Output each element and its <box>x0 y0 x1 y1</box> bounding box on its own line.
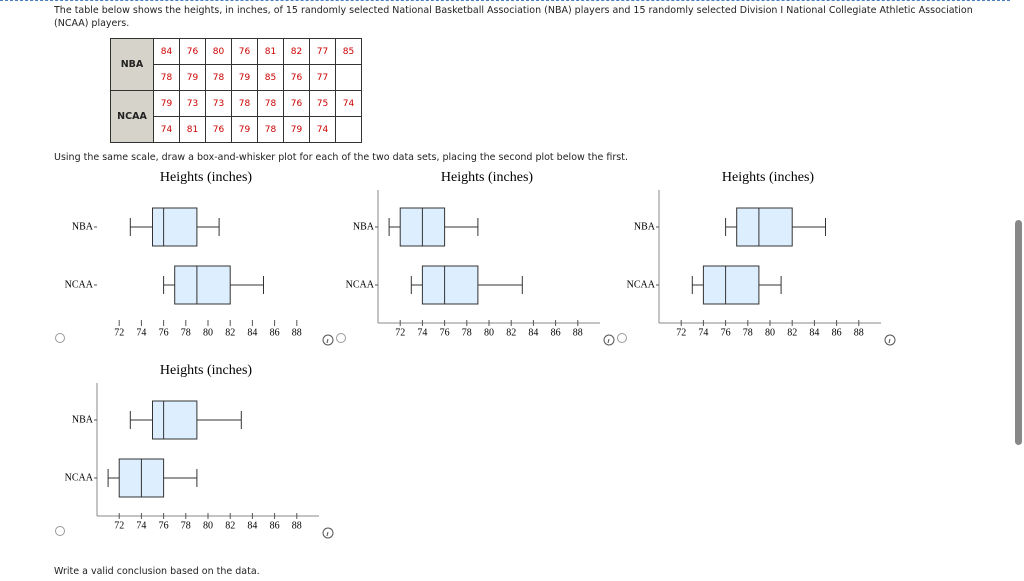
data-table: NBA 84 76 80 76 81 82 77 85 78 79 78 79 85 76 77 NCAA 79 7… <box>110 38 362 143</box>
x-tick-label: 88 <box>292 520 302 531</box>
x-tick-label: 80 <box>484 327 494 338</box>
chart-title: Heights (inches) <box>722 170 814 185</box>
box <box>152 207 198 247</box>
x-tick-label: 88 <box>292 327 302 338</box>
x-tick-label: 76 <box>440 327 450 338</box>
x-tick-label: 78 <box>181 520 191 531</box>
cell: 81 <box>257 38 284 65</box>
box <box>152 400 198 440</box>
x-tick-label: 72 <box>114 327 124 338</box>
intro-text: The table below shows the heights, in in… <box>54 5 973 29</box>
category-label: NBA <box>72 414 94 425</box>
cell: 79 <box>283 116 310 143</box>
category-label: NBA <box>72 221 94 232</box>
box <box>702 265 760 305</box>
box <box>421 265 479 305</box>
instruction-text: Using the same scale, draw a box-and-whi… <box>54 152 628 163</box>
info-icon <box>607 338 610 344</box>
x-tick-label: 82 <box>787 327 797 338</box>
x-tick-label: 74 <box>698 327 708 338</box>
info-icon <box>326 531 329 537</box>
cell: 77 <box>309 38 336 65</box>
x-tick-label: 78 <box>743 327 753 338</box>
cell: 78 <box>231 90 258 117</box>
x-tick-label: 78 <box>462 327 472 338</box>
x-tick-label: 72 <box>114 520 124 531</box>
cell: 84 <box>153 38 180 65</box>
cell: 79 <box>179 64 206 91</box>
x-tick-label: 88 <box>573 327 583 338</box>
x-tick-label: 86 <box>270 327 280 338</box>
x-tick-label: 76 <box>721 327 731 338</box>
cell <box>335 116 362 143</box>
x-tick-label: 74 <box>417 327 427 338</box>
x-tick-label: 84 <box>247 520 257 531</box>
x-tick-label: 74 <box>136 520 146 531</box>
x-tick-label: 72 <box>676 327 686 338</box>
chart-title: Heights (inches) <box>441 170 533 185</box>
category-label: NCAA <box>65 279 94 290</box>
category-label: NBA <box>353 221 375 232</box>
category-label: NCAA <box>627 279 656 290</box>
cell: 79 <box>153 90 180 117</box>
chart-title: Heights (inches) <box>160 170 252 185</box>
x-tick-label: 86 <box>551 327 561 338</box>
x-tick-label: 80 <box>203 327 213 338</box>
cell: 74 <box>153 116 180 143</box>
x-tick-label: 82 <box>225 520 235 531</box>
x-tick-label: 86 <box>832 327 842 338</box>
row-label: NBA <box>110 38 154 91</box>
x-tick-label: 82 <box>225 327 235 338</box>
box <box>736 207 793 247</box>
category-label: NBA <box>634 221 656 232</box>
chart-title: Heights (inches) <box>160 363 252 378</box>
x-tick-label: 88 <box>854 327 864 338</box>
divider <box>0 0 1010 1</box>
scrollbar[interactable] <box>1015 220 1022 445</box>
x-tick-label: 76 <box>159 520 169 531</box>
x-tick-label: 84 <box>247 327 257 338</box>
x-tick-label: 86 <box>270 520 280 531</box>
answer-choices: Heights (inches) 72 74 76 78 80 82 84 86 88 NBA NCA… <box>55 170 896 539</box>
row-label: NCAA <box>110 90 154 143</box>
box <box>174 265 231 305</box>
category-label: NCAA <box>346 279 375 290</box>
info-icon <box>326 338 329 344</box>
x-tick-label: 80 <box>203 520 213 531</box>
radio-button[interactable] <box>55 526 65 536</box>
x-tick-label: 74 <box>136 327 146 338</box>
x-tick-label: 80 <box>765 327 775 338</box>
cell <box>335 64 362 91</box>
category-label: NCAA <box>65 472 94 483</box>
x-tick-label: 72 <box>395 327 405 338</box>
cell: 85 <box>335 38 362 65</box>
info-icon <box>888 338 891 344</box>
conclusion-prompt: Write a valid conclusion based on the da… <box>54 566 260 577</box>
x-tick-label: 84 <box>528 327 538 338</box>
x-tick-label: 78 <box>181 327 191 338</box>
cell: 78 <box>257 90 284 117</box>
x-tick-label: 76 <box>159 327 169 338</box>
radio-button[interactable] <box>55 333 65 343</box>
x-tick-label: 82 <box>506 327 516 338</box>
x-tick-label: 84 <box>809 327 819 338</box>
radio-button[interactable] <box>617 333 627 343</box>
cell: 74 <box>335 90 362 117</box>
cell: 80 <box>205 38 232 65</box>
radio-button[interactable] <box>336 333 346 343</box>
cell: 81 <box>179 116 206 143</box>
